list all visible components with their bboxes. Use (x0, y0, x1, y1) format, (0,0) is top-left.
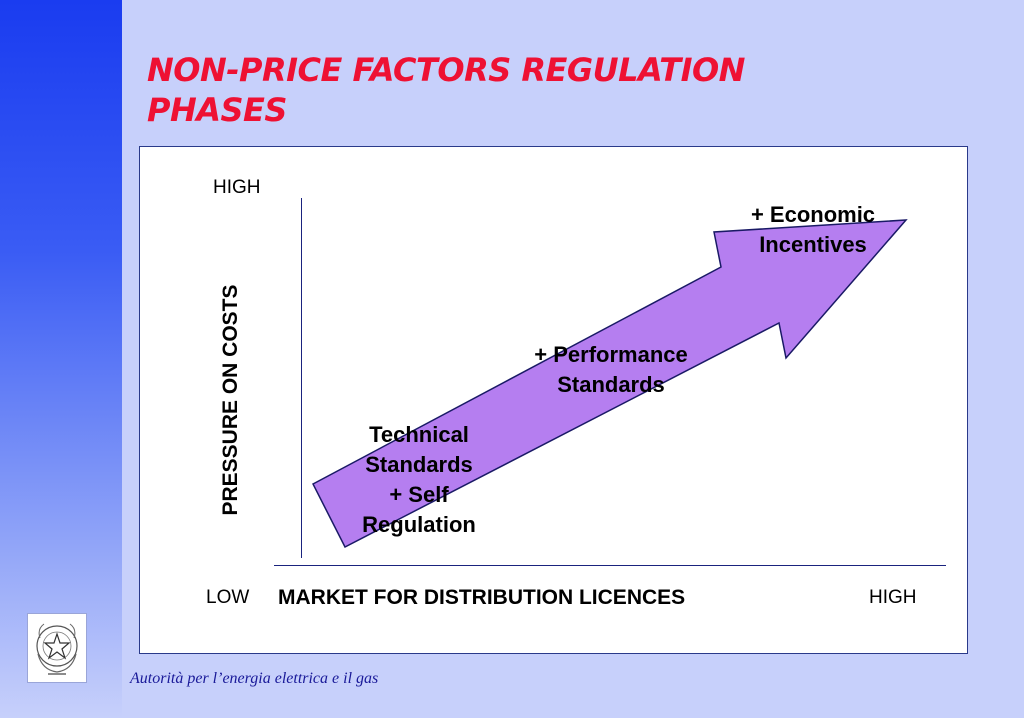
italian-republic-emblem-icon (27, 613, 87, 683)
phase-label-performance-standards: + Performance Standards (534, 342, 688, 397)
x-axis-line (274, 565, 946, 566)
x-axis-low-label: LOW (206, 587, 250, 608)
title-line-1: NON-PRICE FACTORS REGULATION (147, 51, 745, 89)
footer-organization-name: Autorità per l’energia elettrica e il ga… (130, 670, 379, 687)
side-color-band (0, 0, 122, 718)
title-line-2: PHASES (147, 91, 287, 129)
y-axis-high-label: HIGH (213, 177, 261, 198)
slide-title: NON-PRICE FACTORS REGULATION PHASES (147, 50, 907, 130)
x-axis-title: MARKET FOR DISTRIBUTION LICENCES (278, 586, 686, 609)
phase-label-economic-incentives: + Economic Incentives (750, 202, 876, 257)
y-axis-line (301, 198, 302, 558)
progression-arrow-shape (311, 219, 908, 549)
x-axis-high-label: HIGH (869, 587, 917, 608)
phase-label-technical-standards: Technical Standards + Self Regulation (362, 422, 476, 537)
